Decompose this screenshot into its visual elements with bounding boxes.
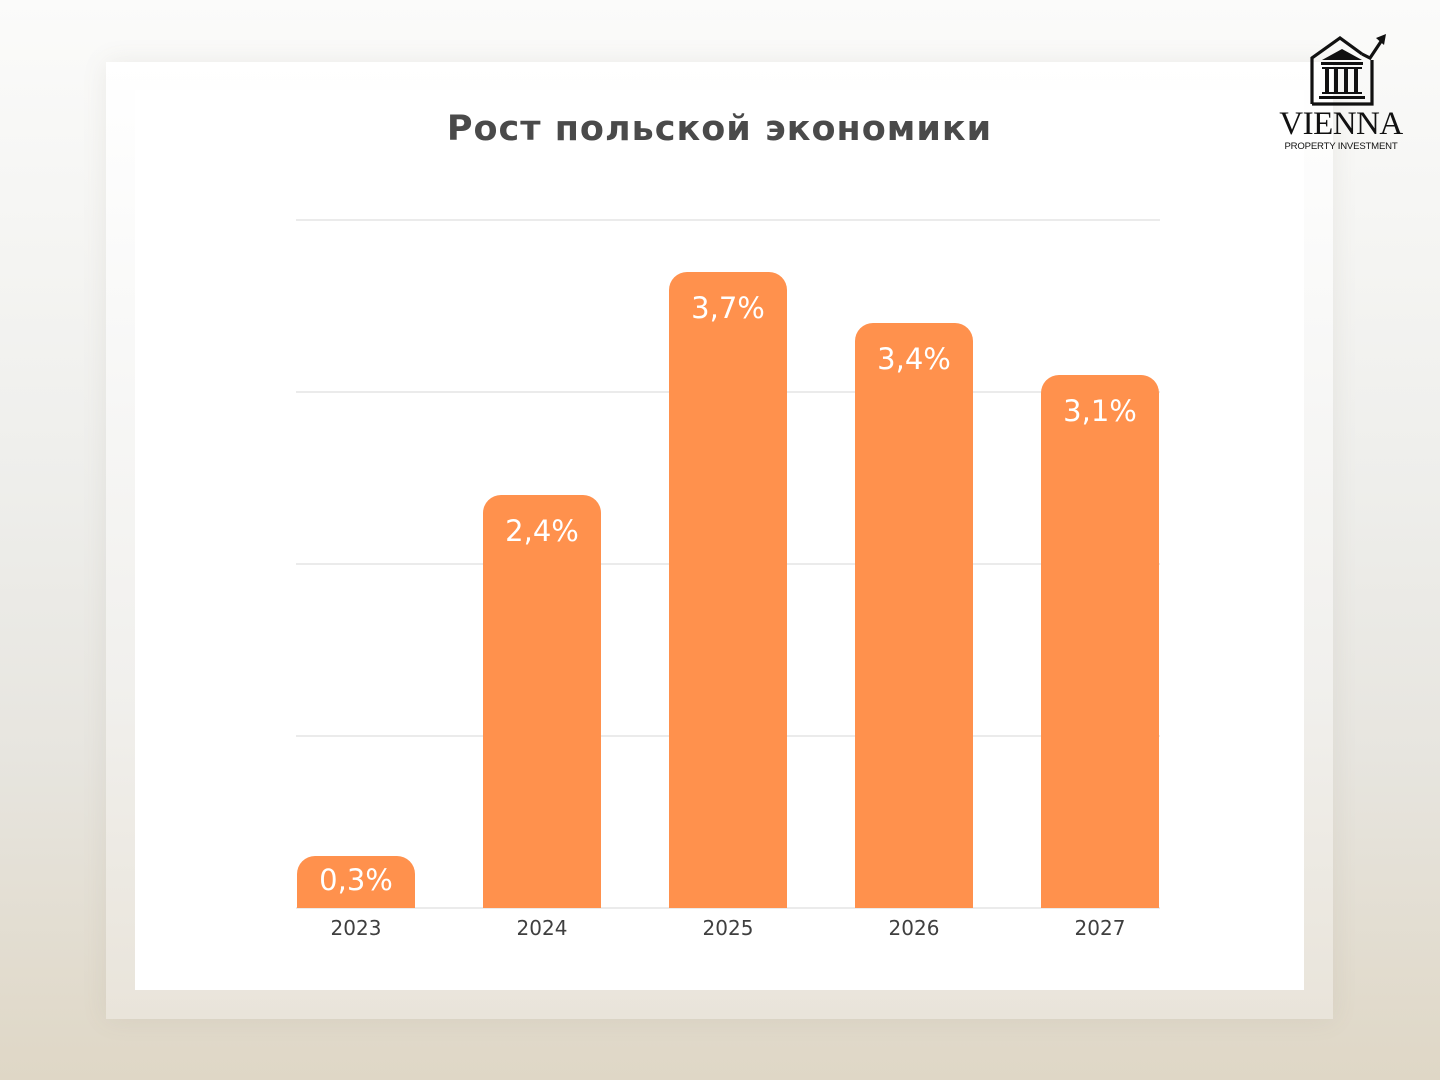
bar-value-label: 3,1% [1063, 394, 1137, 428]
bar-value-label: 3,4% [877, 342, 951, 376]
chart-title: Рост польской экономики [446, 109, 993, 149]
plot-area: 0,3% 2,4% 3,7% 3,4% 3,1% [296, 219, 1160, 909]
building-with-rising-arrow-icon [1310, 34, 1386, 106]
bar-value-label: 0,3% [319, 863, 393, 897]
brand-logo: VIENNA PROPERTY INVESTMENT [1270, 30, 1412, 156]
brand-name: VIENNA [1279, 106, 1403, 142]
bar-2024: 2,4% [483, 495, 601, 908]
bar-2023: 0,3% [297, 856, 415, 908]
bar-2026: 3,4% [855, 323, 973, 908]
bar-value-label: 2,4% [505, 514, 579, 548]
x-tick-label: 2025 [702, 916, 754, 940]
x-tick-label: 2026 [888, 916, 940, 940]
x-tick-label: 2024 [516, 916, 568, 940]
bar-2025: 3,7% [669, 272, 787, 908]
x-tick-label: 2027 [1074, 916, 1126, 940]
gridline [296, 219, 1160, 221]
bar-value-label: 3,7% [691, 291, 765, 325]
x-tick-label: 2023 [330, 916, 382, 940]
gridline [296, 907, 1160, 909]
bar-2027: 3,1% [1041, 375, 1159, 908]
brand-tagline: PROPERTY INVESTMENT [1284, 141, 1398, 152]
